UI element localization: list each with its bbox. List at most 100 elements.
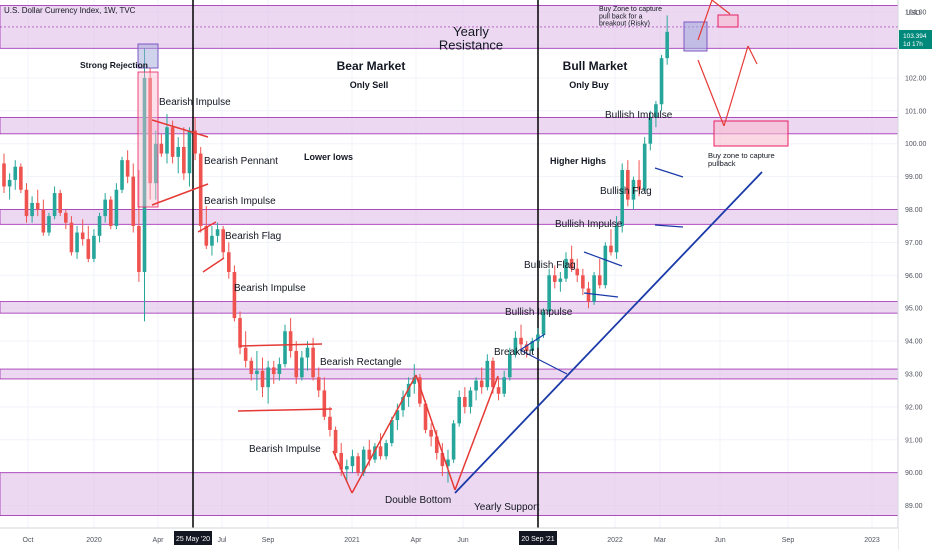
candle-body bbox=[52, 193, 57, 217]
price-axis-panel bbox=[898, 0, 932, 550]
support-resistance-zone bbox=[0, 368, 899, 380]
candle-body bbox=[86, 239, 91, 259]
y-tick-label: 97.00 bbox=[905, 240, 923, 247]
x-tick-label: 2022 bbox=[607, 537, 623, 544]
candle-body bbox=[614, 225, 619, 253]
candle-body bbox=[440, 452, 445, 467]
support-resistance-zone bbox=[0, 301, 899, 314]
candle-body bbox=[395, 410, 400, 421]
candle-body bbox=[7, 179, 12, 187]
candle-body bbox=[232, 272, 237, 319]
y-tick-label: 91.00 bbox=[905, 437, 923, 444]
x-tick-label: Sep bbox=[262, 537, 275, 544]
x-tick-label: Jul bbox=[218, 537, 227, 544]
candle-body bbox=[581, 275, 585, 289]
candle-body bbox=[418, 377, 422, 404]
candle-body bbox=[64, 212, 68, 223]
bar-countdown: 1d 17h bbox=[903, 41, 923, 48]
candle-body bbox=[485, 360, 490, 388]
y-tick-label: 89.00 bbox=[905, 503, 923, 510]
candle-body bbox=[92, 235, 96, 259]
candle-body bbox=[103, 199, 107, 217]
candle-body bbox=[333, 429, 338, 453]
bullish-flag-line bbox=[654, 167, 684, 178]
candle-body bbox=[474, 380, 478, 391]
y-tick-label: 101.00 bbox=[905, 108, 927, 115]
candle-body bbox=[530, 341, 535, 351]
candle-body bbox=[384, 443, 388, 457]
candle-body bbox=[389, 420, 394, 444]
candle-body bbox=[541, 311, 546, 335]
x-tick-label: Sep bbox=[782, 537, 795, 544]
candle-body bbox=[159, 143, 164, 154]
candle-body bbox=[328, 416, 332, 430]
y-tick-label: 98.00 bbox=[905, 207, 923, 214]
candle-body bbox=[350, 456, 355, 467]
candle-body bbox=[502, 377, 506, 394]
candle-body bbox=[80, 232, 85, 240]
risky-buy-zone-label: pull back for a bbox=[599, 13, 643, 20]
candle-body bbox=[142, 77, 147, 273]
x-tick-label: Apr bbox=[153, 537, 165, 544]
rejection-box bbox=[137, 43, 159, 69]
candle-body bbox=[153, 143, 158, 184]
candle-body bbox=[513, 337, 518, 355]
candle-body bbox=[19, 166, 23, 190]
yearly-resistance-label: Resistance bbox=[439, 38, 503, 53]
candle-body bbox=[165, 127, 169, 154]
candle-body bbox=[547, 275, 551, 312]
rejection-box bbox=[137, 71, 159, 208]
candle-body bbox=[378, 446, 383, 457]
candle-body bbox=[176, 146, 181, 157]
bullish-flag-label: Bullish Flag bbox=[600, 186, 652, 197]
candle-body bbox=[412, 377, 417, 384]
bull-market-label: Bull Market bbox=[563, 59, 628, 73]
candle-body bbox=[24, 189, 29, 217]
only-buy-label: Only Buy bbox=[569, 80, 609, 90]
candle-body bbox=[47, 216, 51, 233]
bear-market-label: Bear Market bbox=[337, 59, 406, 73]
projection-arrow bbox=[723, 45, 749, 127]
candle-body bbox=[457, 397, 462, 424]
candle-body bbox=[356, 456, 360, 473]
projection-arrow bbox=[747, 45, 758, 65]
bullish-flag-line bbox=[583, 292, 619, 298]
candle-body bbox=[255, 370, 259, 374]
candle-body bbox=[626, 170, 630, 200]
candle-body bbox=[170, 127, 175, 157]
candle-body bbox=[114, 189, 119, 226]
candle-body bbox=[260, 370, 265, 388]
date-marker-tag bbox=[519, 531, 557, 545]
bullish-impulse-label: Bullish Impulse bbox=[605, 110, 673, 121]
candle-body bbox=[30, 202, 34, 217]
double-bottom-line bbox=[351, 374, 417, 494]
candle-body bbox=[434, 436, 439, 453]
bullish-flag-line bbox=[654, 224, 684, 228]
date-marker-label: 20 Sep '21 bbox=[521, 536, 554, 543]
candle-body bbox=[108, 199, 113, 226]
candle-body bbox=[125, 160, 130, 177]
candle-body bbox=[558, 278, 563, 282]
bullish-flag-line bbox=[583, 251, 623, 267]
lower-lows-label: Lower lows bbox=[304, 152, 353, 162]
candle-body bbox=[373, 446, 377, 460]
yearly-support-label: Yearly Support bbox=[474, 502, 539, 513]
candle-body bbox=[361, 449, 366, 473]
candle-body bbox=[266, 367, 270, 388]
vertical-markers bbox=[192, 0, 539, 528]
y-tick-label: 104.00 bbox=[905, 10, 927, 17]
bearish-impulse-label: Bearish Impulse bbox=[249, 444, 321, 455]
time-axis-panel bbox=[0, 528, 898, 550]
projection-arrow bbox=[697, 0, 713, 41]
x-tick-label: Apr bbox=[411, 537, 423, 544]
bullish-flag-label: Bullish Flag bbox=[524, 260, 576, 271]
pennant-line bbox=[151, 119, 209, 138]
candle-body bbox=[311, 347, 315, 378]
candle-body bbox=[193, 130, 197, 154]
candle-body bbox=[215, 229, 220, 236]
candle-body bbox=[564, 258, 568, 279]
breakout-label: Breakout bbox=[494, 347, 534, 358]
candle-body bbox=[637, 179, 641, 190]
